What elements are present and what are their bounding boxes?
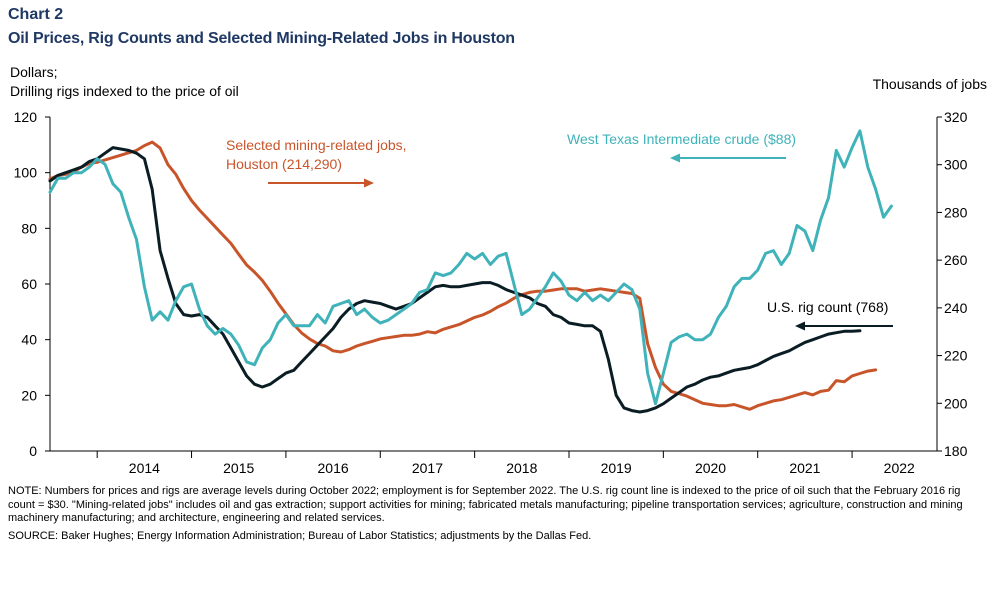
left-tick-label: 0 (29, 443, 37, 459)
left-tick-label: 100 (14, 165, 38, 181)
right-tick-label: 180 (944, 443, 968, 459)
x-tick-label: 2020 (695, 460, 726, 476)
right-axis-label: Thousands of jobs (873, 76, 987, 92)
chart-title: Oil Prices, Rig Counts and Selected Mini… (8, 30, 515, 47)
rigs-arrow-head (795, 321, 805, 331)
chart-number: Chart 2 (8, 6, 64, 23)
x-tick-label: 2014 (129, 460, 160, 476)
jobs-annotation-line2: Houston (214,290) (226, 156, 342, 172)
right-tick-label: 240 (944, 300, 968, 316)
note-text: NOTE: Numbers for prices and rigs are av… (8, 485, 963, 524)
rig-count-line (48, 146, 862, 414)
source-text: SOURCE: Baker Hughes; Energy Information… (8, 529, 592, 542)
wti-annotation: West Texas Intermediate crude ($88) (567, 131, 796, 147)
chart-area: Dollars; Drilling rigs indexed to the pr… (10, 64, 987, 476)
x-tick-label: 2016 (318, 460, 349, 476)
right-tick-label: 300 (944, 157, 968, 173)
x-tick-label: 2018 (506, 460, 537, 476)
jobs-annotation-line1: Selected mining-related jobs, (226, 137, 407, 153)
right-tick-label: 280 (944, 204, 968, 220)
left-tick-label: 20 (21, 387, 37, 403)
right-tick-label: 320 (944, 109, 968, 125)
left-tick-label: 120 (14, 109, 38, 125)
left-axis-label-line2: Drilling rigs indexed to the price of oi… (10, 83, 239, 99)
right-tick-label: 200 (944, 395, 968, 411)
right-tick-label: 260 (944, 252, 968, 268)
left-tick-label: 80 (21, 220, 37, 236)
left-tick-label: 60 (21, 276, 37, 292)
footnotes: NOTE: Numbers for prices and rigs are av… (8, 485, 988, 543)
x-tick-label: 2021 (789, 460, 820, 476)
rigs-annotation: U.S. rig count (768) (767, 299, 888, 315)
jobs-line (48, 140, 878, 411)
wti-arrow-head (670, 153, 680, 163)
x-tick-label: 2017 (412, 460, 443, 476)
left-axis-label-line1: Dollars; (10, 64, 57, 80)
x-tick-label: 2019 (601, 460, 632, 476)
wti-line (48, 129, 893, 406)
left-tick-label: 40 (21, 332, 37, 348)
right-tick-label: 220 (944, 348, 968, 364)
x-tick-label: 2015 (223, 460, 254, 476)
jobs-arrow-head (364, 178, 374, 188)
x-tick-label: 2022 (884, 460, 915, 476)
